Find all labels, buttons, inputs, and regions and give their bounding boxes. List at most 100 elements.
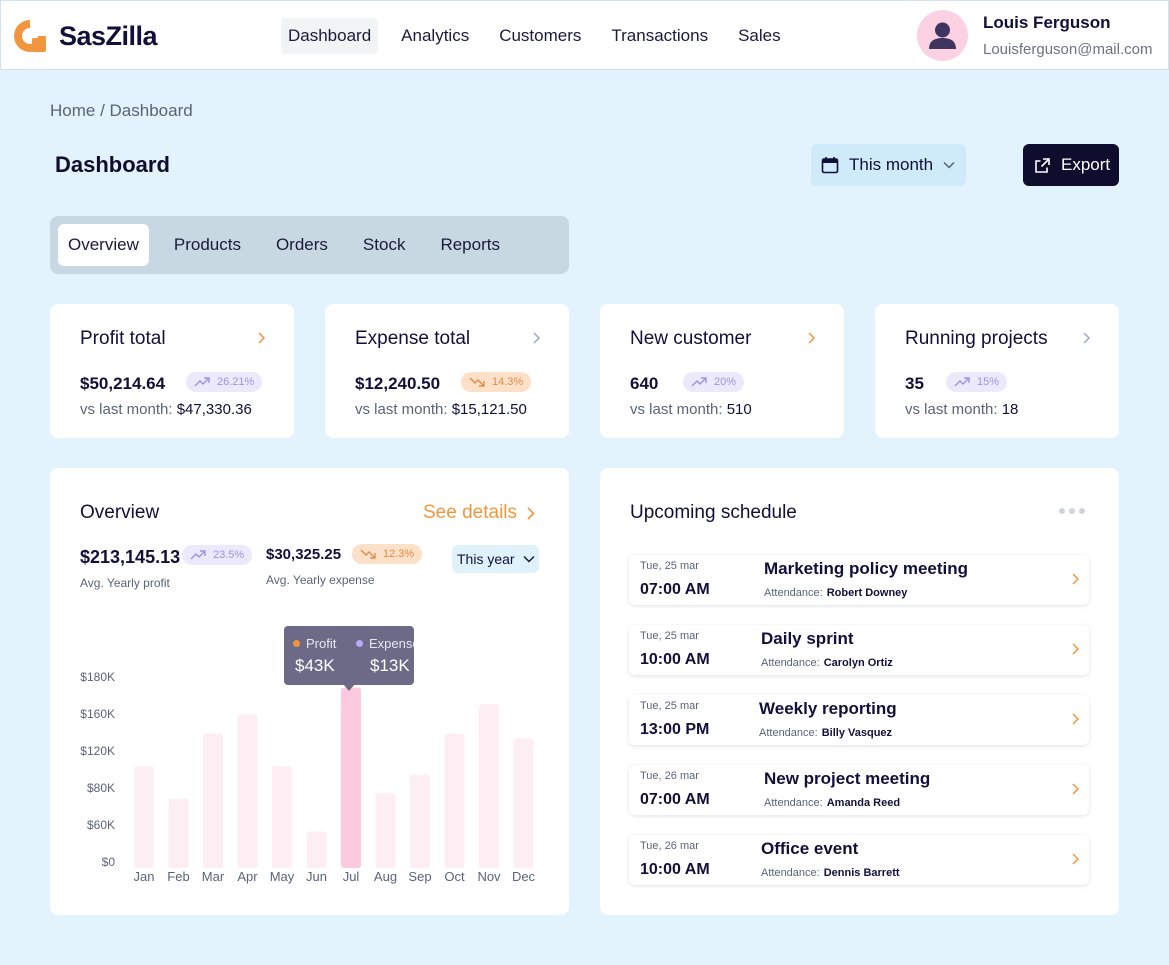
x-tick-label: Jul: [343, 869, 360, 884]
expense-dot: [356, 640, 363, 647]
period-select-label: This month: [849, 155, 934, 174]
x-tick-label: Oct: [444, 869, 465, 884]
chevron-right-icon[interactable]: [531, 332, 541, 344]
bar-sep[interactable]: [410, 774, 430, 868]
attendee-name: Amanda Reed: [826, 797, 901, 809]
y-tick-label: $160K: [80, 707, 115, 721]
stat-card-running-projects[interactable]: Running projects 35 15% vs last month: 1…: [875, 304, 1119, 438]
event-title: Weekly reporting: [759, 699, 897, 718]
trend-down-icon: [360, 549, 376, 559]
comparison-label: vs last month:: [355, 401, 448, 418]
logo[interactable]: SasZilla: [11, 17, 158, 55]
schedule-item[interactable]: Tue, 25 mar 07:00 AM Marketing policy me…: [629, 555, 1089, 605]
stat-value: 35: [905, 374, 924, 393]
tooltip-profit-value: $43K: [295, 656, 335, 675]
event-attendance: Attendance: Carolyn Ortiz: [761, 657, 893, 669]
nav-transactions[interactable]: Transactions: [611, 26, 709, 45]
schedule-item[interactable]: Tue, 26 mar 07:00 AM New project meeting…: [629, 765, 1089, 815]
user-profile[interactable]: Louis Ferguson Louisferguson@mail.com: [917, 10, 1152, 61]
bar-feb[interactable]: [168, 798, 189, 868]
overview-bar-chart: $180K $160K $120K $80K $60K $0 Jan Feb Mar Apr May…: [80, 670, 535, 884]
y-tick-label: $60K: [87, 818, 115, 832]
nav-sales[interactable]: Sales: [738, 26, 781, 45]
chevron-right-icon[interactable]: [256, 332, 266, 344]
profit-trend-badge: 23.5%: [182, 545, 253, 565]
user-email: Louisferguson@mail.com: [983, 41, 1153, 58]
tooltip-profit-label: Profit: [293, 636, 336, 651]
bar-jan[interactable]: [134, 766, 154, 868]
y-tick-label: $120K: [80, 744, 115, 758]
chevron-right-icon: [1072, 643, 1079, 655]
bar-dec[interactable]: [513, 738, 534, 868]
period-select[interactable]: This month: [811, 144, 966, 186]
attendee-name: Carolyn Ortiz: [823, 657, 893, 669]
stat-title: Profit total: [80, 328, 166, 349]
main-nav: Dashboard Analytics Customers Transactio…: [281, 18, 804, 54]
avatar[interactable]: [917, 10, 968, 61]
stat-card-expense[interactable]: Expense total $12,240.50 14.3% vs last m…: [325, 304, 569, 438]
tab-stock[interactable]: Stock: [362, 235, 406, 254]
dashboard-tabs: Overview Products Orders Stock Reports: [50, 216, 569, 274]
chart-tooltip: Profit $43K Expense $13K: [284, 626, 414, 685]
export-button[interactable]: Export: [1023, 144, 1119, 186]
nav-customers[interactable]: Customers: [499, 26, 582, 45]
bar-mar[interactable]: [203, 733, 223, 868]
chevron-right-icon: [1072, 713, 1079, 725]
y-tick-label: $80K: [87, 781, 115, 795]
trend-badge: 26.21%: [186, 372, 263, 392]
trend-value: 15%: [977, 376, 1000, 388]
bar-aug[interactable]: [375, 793, 396, 868]
schedule-item[interactable]: Tue, 25 mar 13:00 PM Weekly reporting At…: [629, 695, 1089, 745]
tooltip-profit-text: Profit: [306, 636, 337, 651]
see-details-label: See details: [423, 502, 518, 523]
bar-jul[interactable]: [341, 687, 361, 868]
tooltip-expense-label: Expense: [356, 636, 414, 651]
breadcrumb[interactable]: Home / Dashboard: [50, 101, 193, 120]
x-tick-label: Jun: [306, 869, 327, 884]
x-tick-label: Nov: [477, 869, 501, 884]
comparison-value: 18: [1001, 401, 1019, 418]
attendance-label: Attendance:: [761, 867, 820, 879]
bar-nov[interactable]: [479, 703, 499, 868]
schedule-title: Upcoming schedule: [630, 502, 797, 523]
see-details-link[interactable]: See details: [423, 502, 535, 524]
page-title: Dashboard: [55, 152, 170, 177]
bar-jun[interactable]: [306, 831, 327, 868]
chevron-down-icon: [943, 161, 955, 169]
tooltip-expense-value: $13K: [370, 656, 410, 675]
stat-comparison: vs last month: $15,121.50: [355, 401, 527, 418]
chevron-right-icon[interactable]: [806, 332, 816, 344]
nav-analytics[interactable]: Analytics: [401, 26, 470, 45]
tab-overview[interactable]: Overview: [58, 224, 149, 266]
stat-card-new-customer[interactable]: New customer 640 20% vs last month: 510: [600, 304, 844, 438]
year-select[interactable]: This year: [452, 545, 539, 573]
tab-orders[interactable]: Orders: [275, 235, 328, 254]
event-title: Marketing policy meeting: [764, 559, 969, 578]
event-time: 13:00 PM: [640, 721, 710, 738]
more-options-icon[interactable]: [1059, 508, 1085, 514]
schedule-item[interactable]: Tue, 25 mar 10:00 AM Daily sprint Attend…: [629, 625, 1089, 675]
comparison-value: $15,121.50: [451, 401, 527, 418]
stat-title: Expense total: [355, 328, 471, 349]
tab-products[interactable]: Products: [173, 235, 241, 254]
attendance-label: Attendance:: [764, 587, 823, 599]
tooltip-arrow: [343, 684, 355, 691]
stat-value: $12,240.50: [355, 374, 441, 393]
event-date: Tue, 25 mar: [640, 560, 699, 572]
bar-oct[interactable]: [444, 733, 465, 868]
bar-may[interactable]: [272, 766, 292, 868]
profit-dot: [293, 640, 300, 647]
nav-dashboard[interactable]: Dashboard: [281, 18, 379, 54]
bar-apr[interactable]: [237, 714, 258, 868]
event-time: 10:00 AM: [640, 651, 710, 668]
attendance-label: Attendance:: [764, 797, 823, 809]
event-date: Tue, 25 mar: [640, 700, 699, 712]
tab-reports[interactable]: Reports: [440, 235, 500, 254]
yearly-expense-value: $30,325.25: [266, 546, 342, 563]
attendee-name: Robert Downey: [826, 587, 908, 599]
chevron-right-icon[interactable]: [1081, 332, 1091, 344]
schedule-item[interactable]: Tue, 26 mar 10:00 AM Office event Attend…: [629, 835, 1089, 885]
trend-badge: 20%: [683, 372, 745, 392]
trend-up-icon: [194, 377, 210, 387]
stat-card-profit[interactable]: Profit total $50,214.64 26.21% vs last m…: [50, 304, 294, 438]
